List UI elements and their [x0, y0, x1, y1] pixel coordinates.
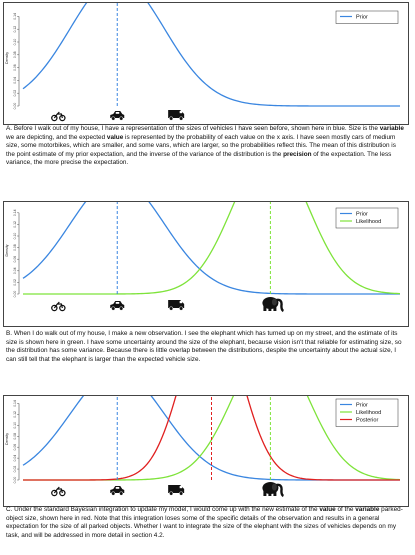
y-axis-label: Density — [5, 433, 9, 445]
van-icon — [168, 300, 185, 311]
motorbike-icon — [51, 486, 66, 497]
size-icons — [51, 297, 285, 313]
motorbike-icon — [51, 301, 66, 312]
elephant-icon — [262, 482, 285, 498]
caption-c-text-2: of the — [335, 506, 356, 513]
y-tick-label: 0.12 — [13, 26, 17, 33]
series-likelihood-curve — [23, 202, 401, 295]
caption-b: B. When I do walk out of my house, I mak… — [6, 330, 406, 364]
y-tick-label: 0.12 — [13, 221, 17, 228]
size-icons — [51, 482, 285, 498]
caption-c: C. Under the standard Bayesian integrati… — [6, 506, 406, 540]
caption-c-text-3: parked-object size, shown here in red. N… — [6, 506, 403, 539]
y-tick-label: 0.02 — [13, 90, 17, 97]
y-tick-label: 0.14 — [13, 13, 17, 20]
car-icon — [110, 486, 125, 496]
y-tick-label: 0.14 — [13, 209, 17, 216]
caption-a-text-3: is represented by the probability of eac… — [6, 133, 396, 158]
y-tick-label: 0.02 — [13, 466, 17, 473]
y-tick-label: 0.08 — [13, 433, 17, 440]
legend-label: Prior — [356, 403, 368, 409]
legend-label: Likelihood — [356, 219, 381, 225]
car-icon — [110, 301, 125, 311]
car-icon — [110, 111, 125, 121]
elephant-icon — [262, 297, 285, 313]
panel-b: Density 0.00 0.02 0.04 0.06 0.08 0.10 0.12 0.14 P… — [3, 201, 409, 327]
y-tick-label: 0.12 — [13, 411, 17, 418]
panel-a: Density 0.00 0.02 0.04 0.06 0.08 0.10 0.12 0.14 P… — [3, 2, 409, 125]
chart-a: Density 0.00 0.02 0.04 0.06 0.08 0.10 0.12 0.14 P… — [5, 3, 400, 122]
y-axis-label: Density — [5, 244, 9, 256]
caption-a-bold-value: value — [106, 133, 124, 141]
legend-label: Likelihood — [356, 410, 381, 416]
y-tick-label: 0.00 — [13, 291, 17, 298]
y-tick-label: 0.06 — [13, 444, 17, 451]
legend-label: Prior — [356, 15, 368, 21]
y-tick-label: 0.02 — [13, 279, 17, 286]
caption-a-letter: A. — [6, 125, 13, 132]
caption-b-text: B. When I do walk out of my house, I mak… — [6, 330, 402, 363]
y-tick-label: 0.06 — [13, 64, 17, 71]
y-tick-label: 0.10 — [13, 422, 17, 429]
chart-b: Density 0.00 0.02 0.04 0.06 0.08 0.10 0.12 0.14 P… — [5, 202, 401, 313]
y-tick-label: 0.06 — [13, 256, 17, 263]
panel-c: Density 0.00 0.02 0.04 0.06 0.08 0.10 0.12 0.14 P… — [3, 395, 409, 507]
van-icon — [168, 110, 185, 121]
caption-a-text-1: Before I walk out of my house, I have a … — [12, 125, 380, 132]
y-tick-label: 0.14 — [13, 400, 17, 407]
series-posterior-curve — [23, 396, 400, 481]
y-tick-label: 0.08 — [13, 51, 17, 58]
caption-a-text-2: we are depicting, and the expected — [6, 133, 107, 141]
caption-a-bold-precision: precision — [283, 150, 312, 158]
size-icons — [51, 110, 185, 122]
y-tick-label: 0.04 — [13, 77, 17, 84]
chart-c: Density 0.00 0.02 0.04 0.06 0.08 0.10 0.12 0.14 P… — [5, 396, 401, 498]
caption-c-bold-value: value — [319, 506, 336, 513]
y-tick-label: 0.00 — [13, 103, 17, 110]
y-tick-label: 0.04 — [13, 267, 17, 274]
van-icon — [168, 485, 185, 496]
series-prior-curve — [22, 3, 400, 107]
series-prior-curve — [22, 202, 400, 295]
caption-c-text-1: C. Under the standard Bayesian integrati… — [6, 506, 320, 513]
caption-c-bold-variable: variable — [355, 506, 380, 513]
y-tick-label: 0.00 — [13, 477, 17, 484]
motorbike-icon — [51, 111, 66, 122]
y-tick-label: 0.10 — [13, 233, 17, 240]
caption-a: A. Before I walk out of my house, I have… — [6, 125, 406, 168]
legend-label: Posterior — [356, 418, 379, 424]
legend: Prior — [335, 10, 399, 24]
y-tick-label: 0.08 — [13, 244, 17, 251]
caption-a-bold-variable: variable — [379, 125, 404, 132]
caption-a-text-4: of the expectation. The less variance, t… — [6, 150, 392, 167]
y-tick-label: 0.04 — [13, 455, 17, 462]
legend-label: Prior — [356, 212, 368, 218]
y-axis-label: Density — [5, 52, 9, 64]
y-tick-label: 0.10 — [13, 39, 17, 46]
